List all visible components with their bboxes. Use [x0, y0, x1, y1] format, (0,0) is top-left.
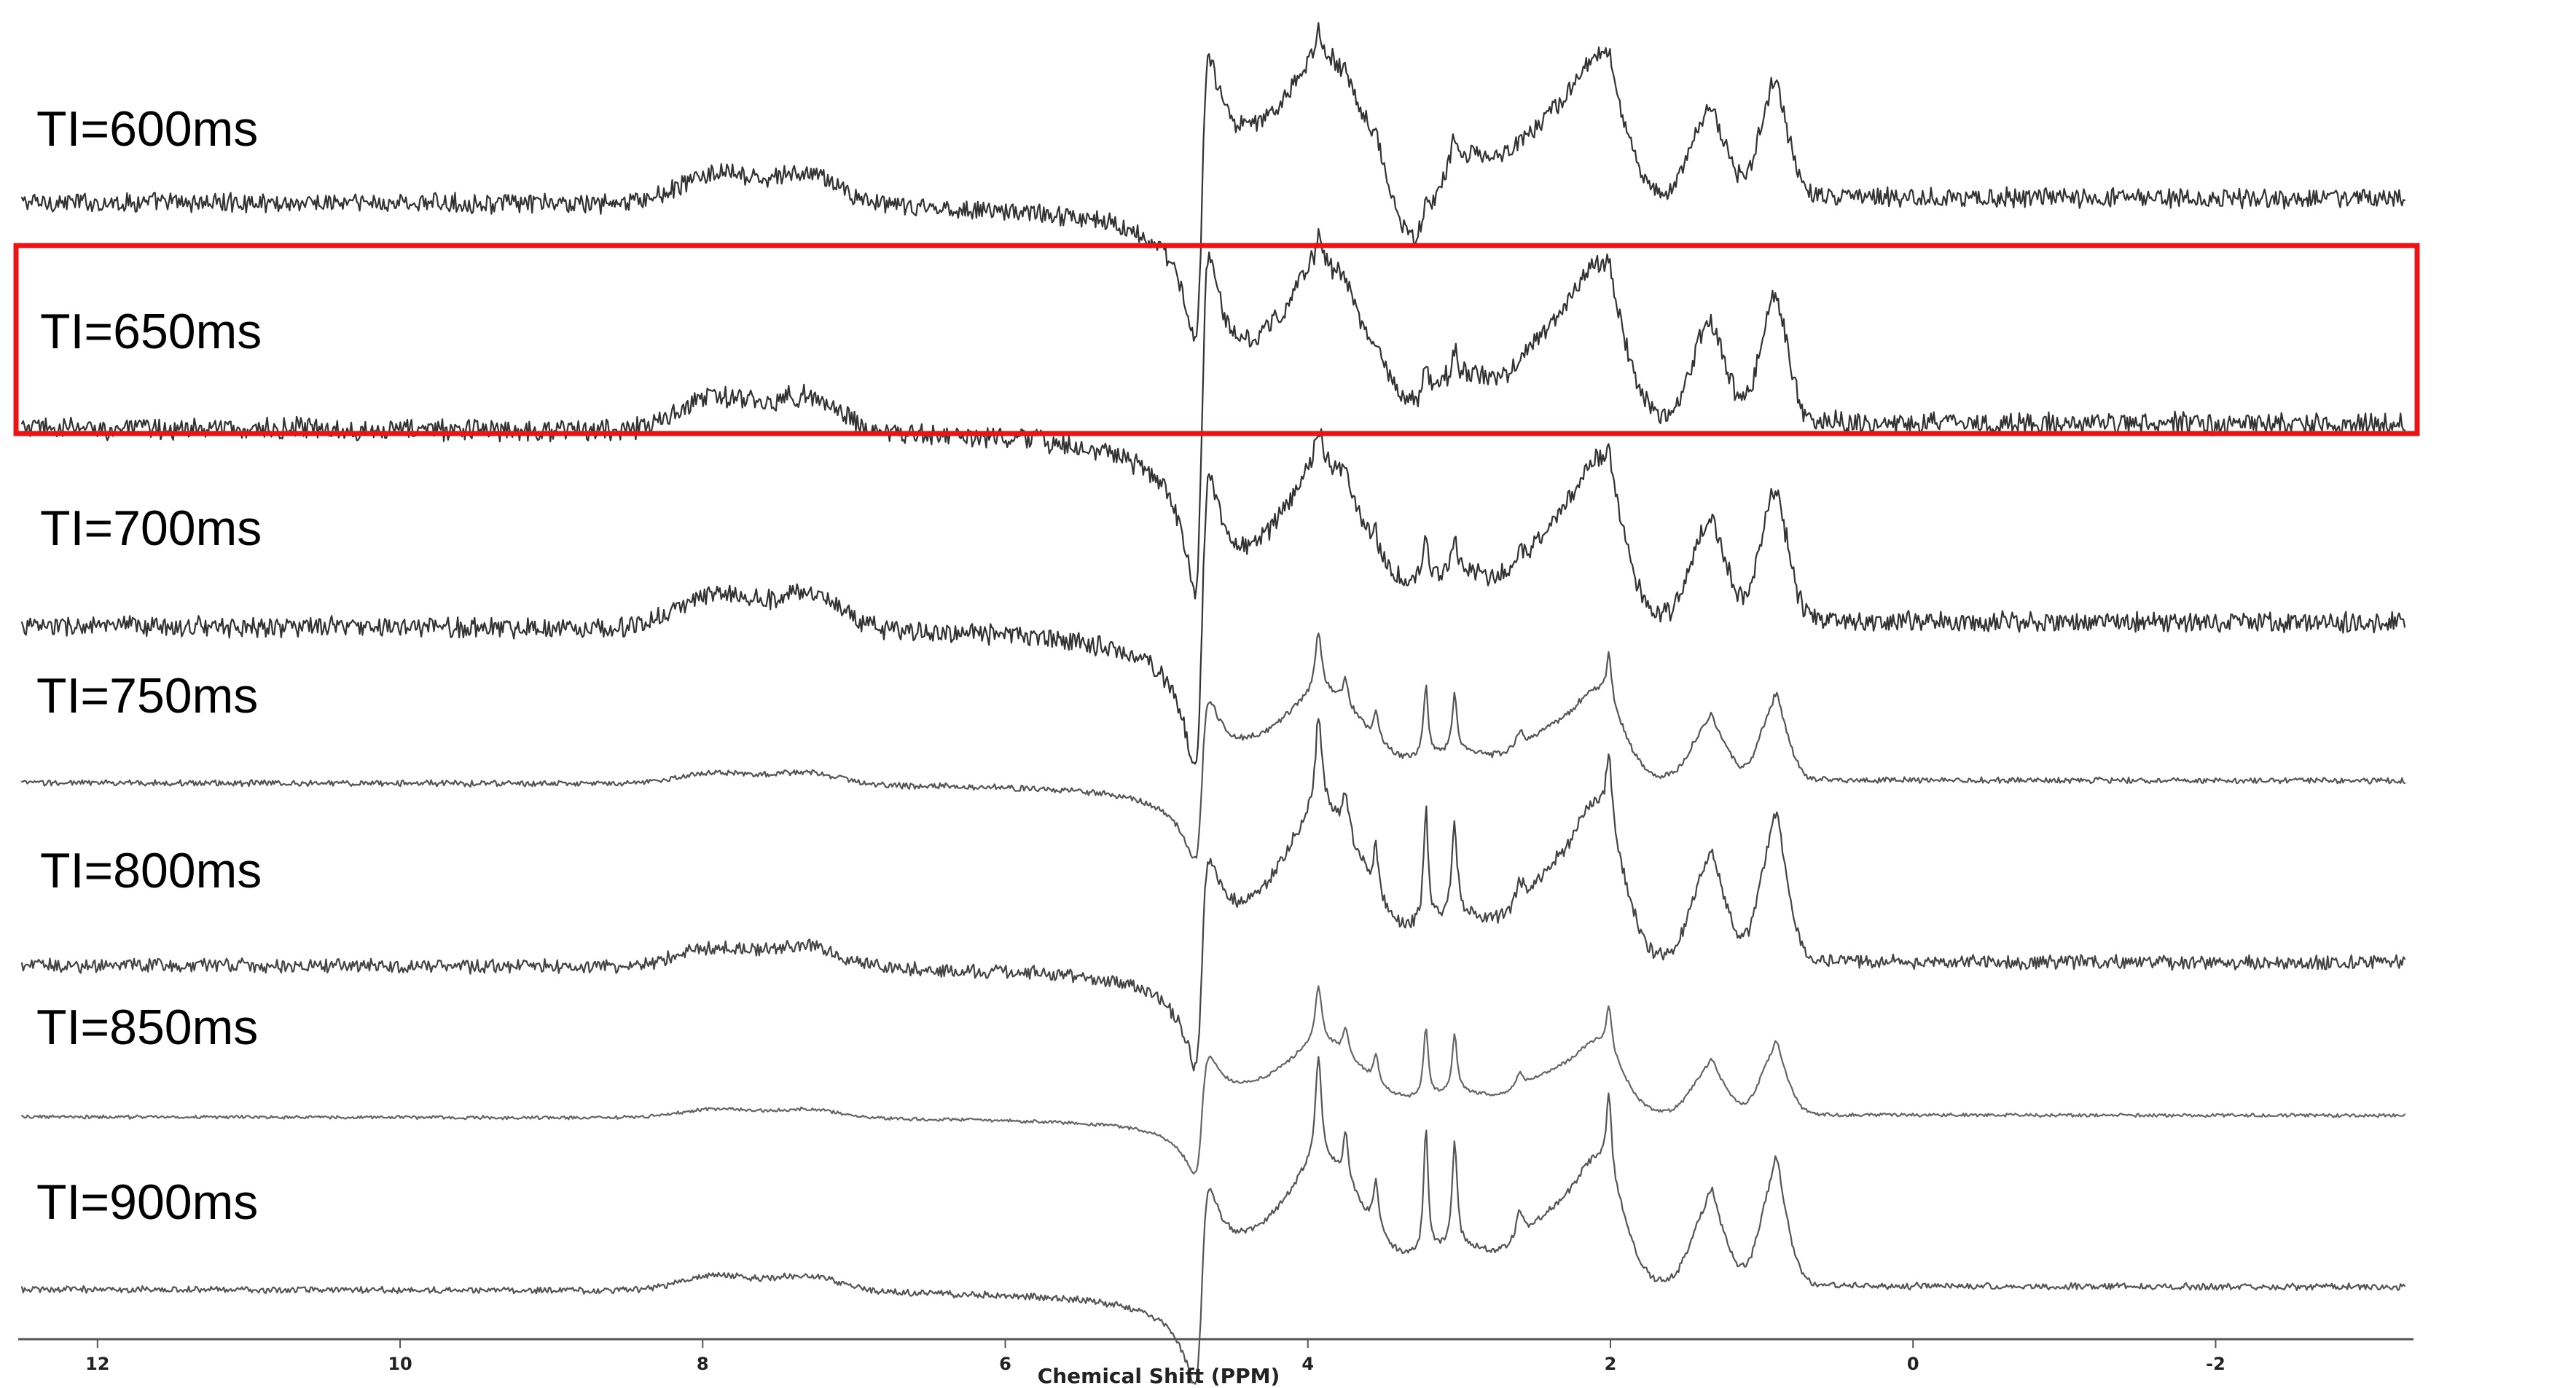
spectrum-trace [20, 985, 2406, 1175]
x-tick-label: 8 [697, 1354, 709, 1374]
trace-label: TI=700ms [40, 501, 262, 556]
spectra-traces [20, 22, 2406, 1385]
x-tick-label: 2 [1605, 1354, 1617, 1374]
trace-label: TI=900ms [36, 1175, 258, 1230]
x-axis-title: Chemical Shift (PPM) [1038, 1364, 1280, 1388]
x-axis: 12 10 8 6 4 2 0 -2 [18, 1338, 2413, 1374]
x-tick-label: 6 [999, 1354, 1011, 1374]
trace-label: TI=850ms [36, 1000, 258, 1055]
trace-label: TI=600ms [36, 101, 258, 157]
trace-labels: TI=600ms TI=650ms TI=700ms TI=750ms TI=800ms… [36, 101, 262, 1230]
spectrum-trace [20, 718, 2406, 1072]
x-tick-label: 0 [1907, 1354, 1919, 1374]
trace-label: TI=750ms [36, 668, 258, 724]
x-tick-label: 12 [85, 1354, 109, 1374]
x-tick-label: 4 [1301, 1354, 1314, 1374]
trace-label: TI=800ms [40, 843, 262, 898]
highlight-box [13, 243, 2420, 436]
x-tick-label: 10 [388, 1354, 412, 1374]
spectrum-trace [20, 632, 2406, 859]
x-tick-label: -2 [2206, 1354, 2225, 1374]
spectrum-trace [20, 1056, 2406, 1385]
spectrum-trace [20, 228, 2406, 600]
spectrum-trace [20, 428, 2406, 765]
spectrum-trace [20, 22, 2406, 342]
trace-label: TI=650ms [40, 304, 262, 359]
